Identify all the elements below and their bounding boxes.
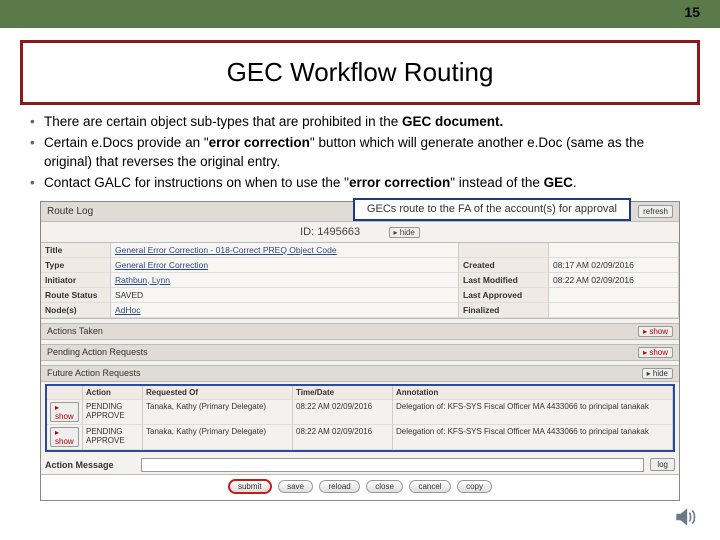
meta-label: Title [41, 243, 111, 258]
meta-label: Initiator [41, 273, 111, 288]
hide-button[interactable]: ▸ hide [642, 368, 673, 379]
row-time: 08:22 AM 02/09/2016 [293, 425, 393, 450]
meta-label: Node(s) [41, 303, 111, 318]
meta-value [549, 243, 679, 258]
col-header: Annotation [393, 386, 673, 400]
log-button[interactable]: log [650, 458, 675, 471]
doc-id-row: ID: 1495663 ▸ hide [41, 222, 679, 242]
action-message-input[interactable] [141, 458, 644, 472]
route-log-title: Route Log [47, 206, 93, 217]
action-message-row: Action Message log [45, 458, 675, 472]
meta-value[interactable]: Rathbun, Lynn [111, 273, 459, 288]
section-title: Future Action Requests [47, 368, 141, 379]
hide-button[interactable]: ▸ hide [389, 227, 420, 238]
meta-label [459, 243, 549, 258]
meta-value: 08:17 AM 02/09/2016 [549, 258, 679, 273]
row-requested[interactable]: Tanaka, Kathy (Primary Delegate) [143, 400, 293, 425]
page-title: GEC Workflow Routing [23, 57, 697, 88]
metadata-grid: Title General Error Correction - 018-Cor… [41, 242, 679, 319]
row-action: PENDING APPROVE [83, 400, 143, 425]
show-button[interactable]: ▸ show [638, 326, 673, 337]
meta-value[interactable]: AdHoc [111, 303, 459, 318]
route-log-screenshot: GECs route to the FA of the account(s) f… [40, 201, 680, 501]
show-button[interactable]: ▸ show [638, 347, 673, 358]
actions-taken-bar: Actions Taken ▸ show [41, 323, 679, 340]
meta-label: Finalized [459, 303, 549, 318]
reload-button[interactable]: reload [319, 480, 359, 493]
row-show-button[interactable]: ▸ show [47, 425, 83, 450]
doc-id-label: ID: [300, 226, 314, 238]
meta-label: Type [41, 258, 111, 273]
action-message-label: Action Message [45, 460, 135, 470]
action-requests-grid: Action Requested Of Time/Date Annotation… [47, 386, 673, 450]
meta-value: SAVED [111, 288, 459, 303]
section-title: Pending Action Requests [47, 347, 148, 358]
col-header: Requested Of [143, 386, 293, 400]
top-bar: 15 [0, 0, 720, 28]
copy-button[interactable]: copy [457, 480, 492, 493]
col-header [47, 386, 83, 400]
meta-label: Last Approved [459, 288, 549, 303]
page-number: 15 [684, 4, 700, 20]
meta-value[interactable]: General Error Correction - 018-Correct P… [111, 243, 459, 258]
row-action: PENDING APPROVE [83, 425, 143, 450]
bullet-item: There are certain object sub-types that … [30, 113, 690, 132]
meta-value [549, 288, 679, 303]
future-requests-bar: Future Action Requests ▸ hide [41, 365, 679, 382]
meta-value[interactable]: General Error Correction [111, 258, 459, 273]
speaker-icon [672, 504, 698, 530]
row-annotation: Delegation of: KFS-SYS Fiscal Officer MA… [393, 400, 673, 425]
bullet-list: There are certain object sub-types that … [30, 113, 690, 193]
save-button[interactable]: save [278, 480, 313, 493]
meta-label: Last Modified [459, 273, 549, 288]
submit-button[interactable]: submit [228, 479, 272, 494]
doc-id-value: 1495663 [317, 226, 360, 238]
meta-value: 08:22 AM 02/09/2016 [549, 273, 679, 288]
bullet-item: Contact GALC for instructions on when to… [30, 174, 690, 193]
row-annotation: Delegation of: KFS-SYS Fiscal Officer MA… [393, 425, 673, 450]
close-button[interactable]: close [366, 480, 403, 493]
row-requested[interactable]: Tanaka, Kathy (Primary Delegate) [143, 425, 293, 450]
bullet-item: Certain e.Docs provide an "error correct… [30, 134, 690, 172]
section-title: Actions Taken [47, 326, 103, 337]
col-header: Time/Date [293, 386, 393, 400]
future-requests-box: Action Requested Of Time/Date Annotation… [45, 384, 675, 452]
row-time: 08:22 AM 02/09/2016 [293, 400, 393, 425]
cancel-button[interactable]: cancel [409, 480, 450, 493]
meta-label: Created [459, 258, 549, 273]
col-header: Action [83, 386, 143, 400]
meta-label: Route Status [41, 288, 111, 303]
callout-box: GECs route to the FA of the account(s) f… [353, 198, 631, 221]
refresh-button[interactable]: refresh [638, 205, 673, 218]
row-show-button[interactable]: ▸ show [47, 400, 83, 425]
title-box: GEC Workflow Routing [20, 40, 700, 105]
meta-value [549, 303, 679, 318]
pending-requests-bar: Pending Action Requests ▸ show [41, 344, 679, 361]
bottom-button-bar: submit save reload close cancel copy [41, 474, 679, 500]
